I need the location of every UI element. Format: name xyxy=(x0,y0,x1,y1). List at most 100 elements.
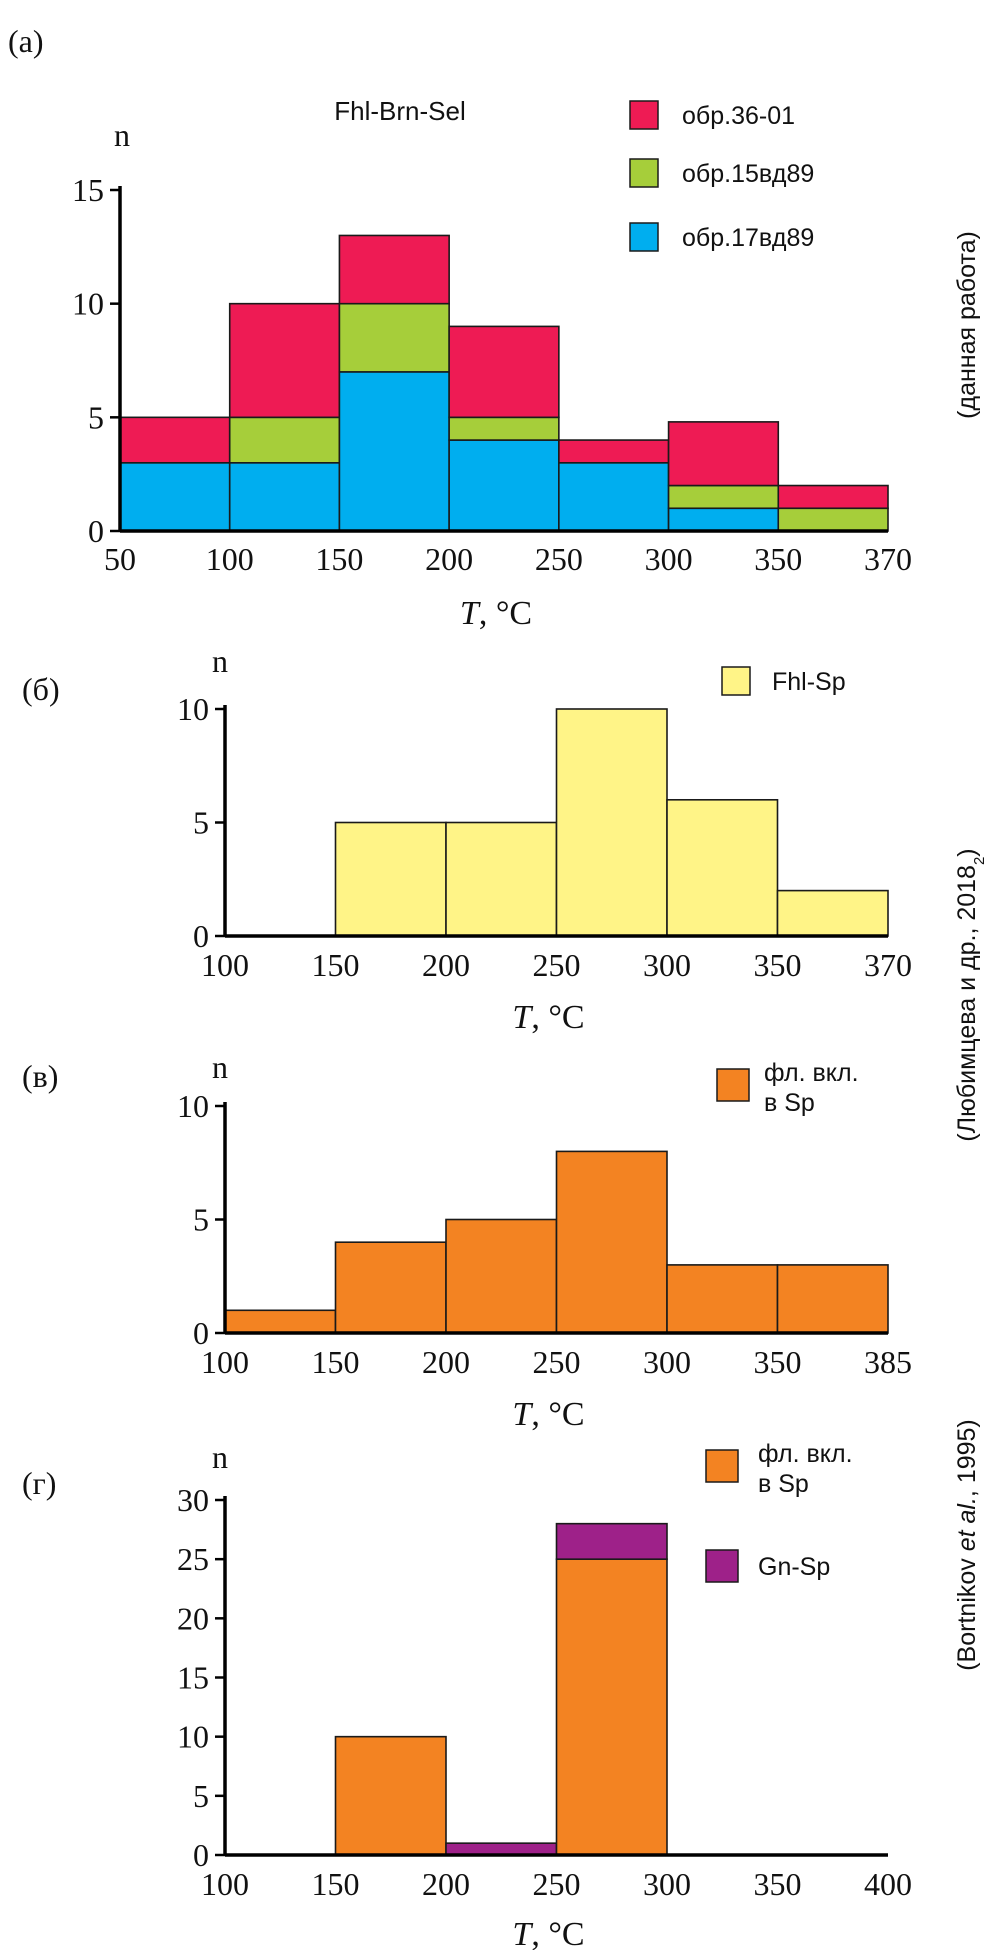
x-tick-label-a-3: 200 xyxy=(425,541,473,577)
x-tick-label-a-4: 250 xyxy=(535,541,583,577)
source-label-bortnikov-post: , 1995) xyxy=(953,1419,981,1497)
bar-a-bin1-series0 xyxy=(228,461,341,532)
bar-d-bin3-series0 xyxy=(555,1558,668,1856)
x-tick-label-c-1: 150 xyxy=(312,1344,360,1380)
bar-b-bin5-series0 xyxy=(776,889,889,937)
y-tick-label-d-10: 10 xyxy=(177,1719,209,1755)
x-tick-label-b-1: 150 xyxy=(312,947,360,983)
bar-d-bin1-series0 xyxy=(334,1735,447,1856)
panel-b-histogram: 0 5 10 100 150 200 250 300 350 370 T, °C n (б) Fhl-Sp xyxy=(22,643,912,1036)
bar-c-bin0-series0 xyxy=(224,1309,337,1334)
bar-c-bin3-series0 xyxy=(555,1150,668,1334)
legend-text-a-1: обр.15вд89 xyxy=(682,160,814,188)
legend-swatch-a-1 xyxy=(629,158,659,188)
x-tick-label-a-6: 350 xyxy=(754,541,802,577)
legend-text-c-0: фл. вкл. в Sp xyxy=(764,1059,859,1117)
legend-swatch-c-0 xyxy=(716,1068,750,1102)
bar-a-bin5-series0 xyxy=(667,507,780,532)
x-tick-label-b-5: 350 xyxy=(754,947,802,983)
bar-b-bin3-series0 xyxy=(555,708,668,937)
x-tick-label-c-6: 385 xyxy=(864,1344,912,1380)
x-tick-label-c-2: 200 xyxy=(422,1344,470,1380)
bar-a-bin2-series1 xyxy=(338,302,450,373)
x-tick-label-a-0: 50 xyxy=(104,541,136,577)
x-tick-label-a-2: 150 xyxy=(315,541,363,577)
legend-text-line-d-0-0: фл. вкл. xyxy=(758,1440,853,1468)
legend-text-line-d-0-1: в Sp xyxy=(758,1470,809,1498)
bar-c-bin1-series0 xyxy=(334,1241,447,1334)
bar-b-bin1-series0 xyxy=(334,821,447,937)
x-axis-label-unit-c: , °C xyxy=(531,1396,584,1433)
x-tick-label-c-5: 350 xyxy=(754,1344,802,1380)
y-tick-label-b-0: 0 xyxy=(193,918,209,954)
x-tick-label-c-3: 250 xyxy=(533,1344,581,1380)
source-label-this-work: (данная работа) xyxy=(953,231,981,419)
legend-text-d-0: фл. вкл. в Sp xyxy=(758,1440,853,1498)
source-label-lyubimtseva-main: (Любимцева и др., 2018 xyxy=(953,865,981,1142)
x-tick-label-d-1: 150 xyxy=(312,1866,360,1902)
source-label-lyubimtseva: (Любимцева и др., 20182) xyxy=(953,848,988,1141)
x-tick-label-c-0: 100 xyxy=(201,1344,249,1380)
bar-a-bin2-series2 xyxy=(338,234,450,305)
bar-a-bin2-series0 xyxy=(338,371,450,532)
bar-a-bin6-series1 xyxy=(777,507,889,532)
x-axis-label-symbol-b: T xyxy=(512,999,533,1036)
y-axis-label-a: n xyxy=(114,117,130,153)
y-tick-label-c-5: 5 xyxy=(193,1202,209,1238)
chart-title-a: Fhl-Brn-Sel xyxy=(334,96,465,126)
x-tick-label-a-1: 100 xyxy=(206,541,254,577)
y-tick-label-a-15: 15 xyxy=(72,172,104,208)
source-label-bortnikov-pre: (Bortnikov xyxy=(953,1551,981,1670)
x-tick-label-b-0: 100 xyxy=(201,947,249,983)
x-tick-label-d-2: 200 xyxy=(422,1866,470,1902)
y-tick-label-a-10: 10 xyxy=(72,286,104,322)
y-tick-label-d-0: 0 xyxy=(193,1837,209,1873)
x-axis-label-c: T, °C xyxy=(512,1396,584,1433)
panel-a-histogram: 0 5 10 15 50 100 150 200 250 300 350 370 T, °C n (а) Fh… xyxy=(8,23,912,632)
y-tick-label-b-5: 5 xyxy=(193,805,209,841)
x-tick-label-d-3: 250 xyxy=(533,1866,581,1902)
legend-swatch-d-0 xyxy=(705,1449,739,1483)
source-label-bortnikov-italic: et al. xyxy=(953,1497,981,1551)
x-axis-label-symbol-a: T xyxy=(460,595,481,632)
x-axis-label-b: T, °C xyxy=(512,999,584,1036)
legend-text-d-1: Gn-Sp xyxy=(758,1553,830,1581)
legend-text-line-c-0-1: в Sp xyxy=(764,1089,815,1117)
legend-swatch-b-0 xyxy=(721,666,751,696)
x-tick-label-d-6: 400 xyxy=(864,1866,912,1902)
y-tick-label-d-20: 20 xyxy=(177,1600,209,1636)
bar-d-bin3-series1 xyxy=(555,1522,668,1560)
legend-text-line-c-0-0: фл. вкл. xyxy=(764,1059,859,1087)
x-tick-label-c-4: 300 xyxy=(643,1344,691,1380)
y-tick-label-a-5: 5 xyxy=(88,399,104,435)
x-tick-label-b-6: 370 xyxy=(864,947,912,983)
bar-c-bin5-series0 xyxy=(776,1264,889,1334)
x-axis-label-symbol-c: T xyxy=(512,1396,533,1433)
y-tick-label-d-5: 5 xyxy=(193,1778,209,1814)
panel-d-histogram: 0 5 10 15 20 25 30 100 150 200 250 300 350 400 T, °C n (… xyxy=(22,1439,912,1950)
panel-label-d: (г) xyxy=(22,1465,56,1501)
x-tick-label-b-2: 200 xyxy=(422,947,470,983)
bar-a-bin0-series2 xyxy=(119,416,231,464)
y-tick-label-c-0: 0 xyxy=(193,1315,209,1351)
x-tick-label-a-7: 370 xyxy=(864,541,912,577)
bar-a-bin5-series2 xyxy=(667,421,780,487)
x-tick-label-b-3: 250 xyxy=(533,947,581,983)
y-tick-label-b-10: 10 xyxy=(177,691,209,727)
y-axis-label-d: n xyxy=(212,1439,228,1475)
bar-a-bin3-series0 xyxy=(448,439,560,532)
x-axis-label-d: T, °C xyxy=(512,1916,584,1950)
source-label-lyubimtseva-end: ) xyxy=(953,848,981,856)
x-axis-label-unit-d: , °C xyxy=(531,1916,584,1950)
x-axis-label-a: T, °C xyxy=(460,595,532,632)
legend-swatch-a-0 xyxy=(629,100,659,130)
bar-a-bin1-series2 xyxy=(228,302,341,419)
legend-text-b-0: Fhl-Sp xyxy=(772,668,846,696)
legend-text-a-0: обр.36-01 xyxy=(682,102,795,130)
legend-swatch-a-2 xyxy=(629,222,659,252)
x-tick-label-d-5: 350 xyxy=(754,1866,802,1902)
bar-a-bin5-series1 xyxy=(667,484,780,510)
panel-label-b: (б) xyxy=(22,671,60,707)
legend-swatch-d-1 xyxy=(705,1549,739,1583)
